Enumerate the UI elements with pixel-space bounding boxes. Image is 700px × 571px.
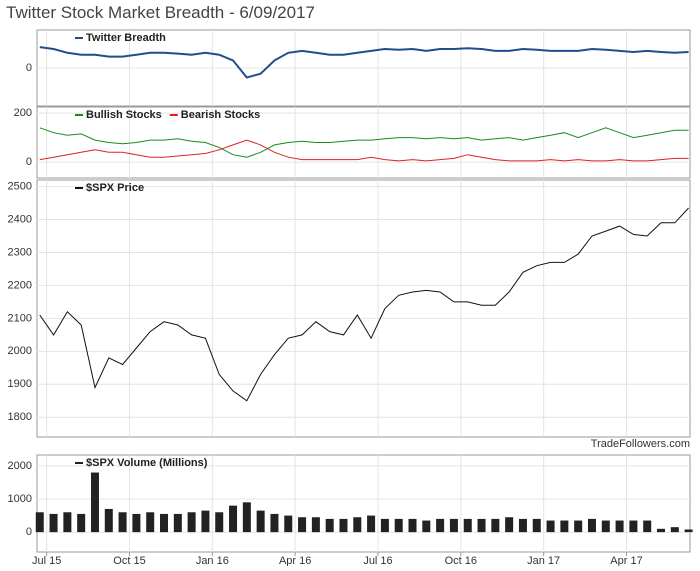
bar xyxy=(49,513,58,533)
panel-frame xyxy=(36,106,691,179)
y-tick-label: 0 xyxy=(26,156,32,168)
x-tick-label: Apr 16 xyxy=(279,555,311,566)
y-tick-label: 0 xyxy=(26,526,32,538)
bar xyxy=(353,517,362,533)
bar xyxy=(146,512,155,533)
line-series xyxy=(39,127,689,158)
x-tick-label: Apr 17 xyxy=(610,555,642,566)
x-tick-label: Jan 17 xyxy=(527,555,560,566)
bar xyxy=(670,527,679,533)
line-series xyxy=(39,46,689,79)
bar xyxy=(173,513,182,533)
bar xyxy=(629,520,638,533)
bar xyxy=(380,518,389,533)
bar xyxy=(215,512,224,533)
y-tick-label: 2300 xyxy=(8,246,32,258)
bar xyxy=(601,520,610,533)
panel-frame xyxy=(36,454,691,553)
y-tick-label: 2100 xyxy=(8,312,32,324)
legend-label: Twitter Breadth xyxy=(86,32,166,44)
y-tick-label: 200 xyxy=(14,107,32,119)
bar xyxy=(532,518,541,533)
x-tick-label: Oct 16 xyxy=(445,555,477,566)
bar xyxy=(242,502,251,533)
bar xyxy=(104,508,113,533)
bar xyxy=(229,505,238,533)
panel-frame xyxy=(36,179,691,438)
x-tick-label: Jul 15 xyxy=(32,555,61,566)
bar xyxy=(408,518,417,533)
bar xyxy=(132,513,141,533)
bar xyxy=(284,515,293,533)
bar xyxy=(684,529,693,533)
y-tick-label: 0 xyxy=(26,62,32,74)
bar xyxy=(160,513,169,533)
y-tick-label: 2200 xyxy=(8,279,32,291)
bar xyxy=(518,518,527,533)
y-tick-label: 2000 xyxy=(8,345,32,357)
bar xyxy=(187,512,196,533)
bar xyxy=(339,518,348,533)
y-tick-label: 1900 xyxy=(8,378,32,390)
chart-title: Twitter Stock Market Breadth - 6/09/2017 xyxy=(6,3,315,22)
bar xyxy=(587,518,596,533)
y-tick-label: 2000 xyxy=(8,460,32,472)
x-tick-label: Oct 15 xyxy=(113,555,145,566)
bar xyxy=(298,517,307,533)
bar xyxy=(35,512,44,533)
bar xyxy=(63,512,72,533)
annotation: TradeFollowers.com xyxy=(591,438,690,450)
x-tick-label: Jan 16 xyxy=(196,555,229,566)
y-tick-label: 2500 xyxy=(8,180,32,192)
bar xyxy=(546,520,555,533)
bar xyxy=(422,520,431,533)
bar xyxy=(491,518,500,533)
bar xyxy=(449,518,458,533)
bar xyxy=(118,512,127,533)
bar xyxy=(77,513,86,533)
bar xyxy=(367,515,376,533)
bar xyxy=(325,518,334,533)
y-tick-label: 1800 xyxy=(8,411,32,423)
x-tick-label: Jul 16 xyxy=(363,555,392,566)
bar xyxy=(201,510,210,533)
line-series xyxy=(39,207,689,402)
bar xyxy=(463,518,472,533)
legend-label: Bullish Stocks xyxy=(86,109,162,121)
bar xyxy=(560,520,569,533)
y-tick-label: 2400 xyxy=(8,213,32,225)
bar xyxy=(270,513,279,533)
bar xyxy=(657,528,666,533)
bar xyxy=(477,518,486,533)
bar xyxy=(394,518,403,533)
legend-label: $SPX Price xyxy=(86,182,144,194)
bar xyxy=(574,520,583,533)
legend-label: Bearish Stocks xyxy=(181,109,260,121)
bar xyxy=(505,517,514,533)
bar xyxy=(643,520,652,533)
y-tick-label: 1000 xyxy=(8,493,32,505)
bar xyxy=(90,472,99,533)
bar xyxy=(615,520,624,533)
legend-label: $SPX Volume (Millions) xyxy=(86,457,208,469)
line-series xyxy=(39,139,689,162)
bar xyxy=(311,517,320,533)
bar xyxy=(436,518,445,533)
bar xyxy=(256,510,265,533)
